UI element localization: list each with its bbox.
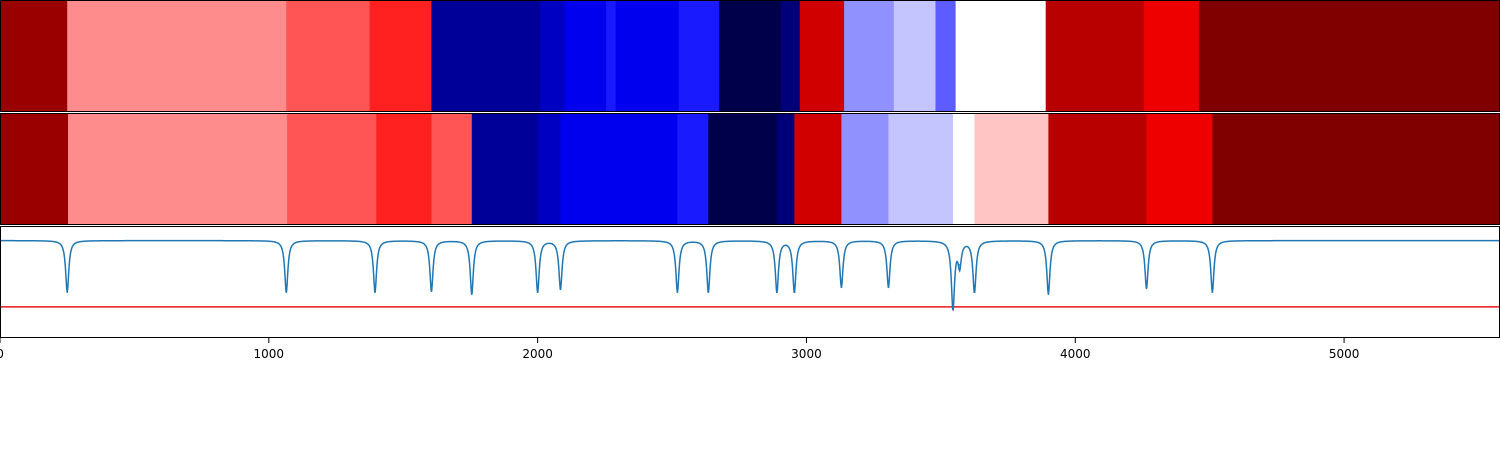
track-2-segment-9: [708, 113, 778, 225]
track-2-segment-4: [431, 113, 473, 225]
track-2-segment-12: [841, 113, 889, 225]
track-1-segment-14: [893, 0, 936, 112]
x-tick-label-2: 2000: [522, 347, 553, 361]
track-2-segment-0: [0, 113, 69, 225]
track-2-segment-10: [776, 113, 795, 225]
track-2-segment-15: [974, 113, 1049, 225]
signal-dip-11: [840, 286, 843, 289]
signal-dip-15: [973, 291, 976, 294]
signal-dip-18: [1211, 291, 1214, 294]
track-2-segment-1: [68, 113, 288, 225]
track-1-segment-18: [1143, 0, 1200, 112]
track-2-segment-5: [471, 113, 539, 225]
track-2: [0, 113, 1500, 225]
track-2-segment-18: [1212, 113, 1500, 225]
signal-dip-9: [776, 291, 778, 294]
signal-dip-7: [676, 291, 679, 294]
track-1-segment-1: [67, 0, 287, 112]
signal-line: [0, 239, 1500, 312]
track-2-segment-16: [1048, 113, 1148, 225]
track-1-segment-15: [935, 0, 957, 112]
track-2-segment-17: [1146, 113, 1213, 225]
signal-dip-14: [958, 264, 961, 266]
signal-panel: [0, 226, 1500, 338]
track-1-segment-2: [286, 0, 371, 112]
track-1-segment-8: [615, 0, 680, 112]
track-2-segment-6: [537, 113, 561, 225]
track-2-segment-8: [677, 113, 709, 225]
track-1-segment-13: [844, 0, 895, 112]
signal-dip-13: [952, 307, 954, 310]
track-1-segment-7: [606, 0, 617, 112]
signal-dip-8: [707, 291, 710, 294]
track-1-segment-6: [564, 0, 607, 112]
track-1-segment-16: [955, 0, 1047, 112]
track-1-segment-0: [0, 0, 68, 112]
track-1: [0, 0, 1500, 112]
x-tick-label-5: 5000: [1329, 347, 1360, 361]
track-1-segment-10: [719, 0, 782, 112]
track-2-segment-13: [888, 113, 954, 225]
x-tick-label-4: 4000: [1060, 347, 1091, 361]
signal-dip-3: [430, 290, 433, 293]
x-axis: 0 1000 2000 3000 4000 5000: [0, 338, 1359, 361]
track-2-segment-2: [287, 113, 377, 225]
track-2-segment-14: [952, 113, 975, 225]
track-1-segment-4: [431, 0, 541, 112]
signal-dip-16: [1047, 293, 1050, 295]
signal-dip-12: [887, 286, 890, 289]
signal-dip-4: [470, 293, 473, 295]
signal-dip-1: [285, 291, 288, 294]
track-1-segment-3: [369, 0, 432, 112]
track-1-segment-17: [1045, 0, 1145, 112]
track-1-segment-11: [780, 0, 801, 112]
track-1-segment-5: [540, 0, 566, 112]
x-tick-label-1: 1000: [254, 347, 285, 361]
signal-dip-0: [66, 291, 69, 294]
track-1-segment-9: [678, 0, 720, 112]
signal-dip-10: [793, 291, 796, 294]
track-1-segment-19: [1198, 0, 1500, 112]
x-tick-label-3: 3000: [791, 347, 822, 361]
signal-panel-frame: [0, 226, 1500, 338]
track-1-segment-12: [799, 0, 845, 112]
track-2-segment-3: [376, 113, 432, 225]
signal-dip-2: [374, 291, 376, 294]
track-2-segment-11: [794, 113, 842, 225]
signal-dip-17: [1145, 287, 1148, 290]
signal-dip-6: [559, 288, 562, 291]
track-2-segment-7: [560, 113, 678, 225]
signal-dip-5: [536, 291, 539, 294]
x-tick-label-0: 0: [0, 347, 4, 361]
